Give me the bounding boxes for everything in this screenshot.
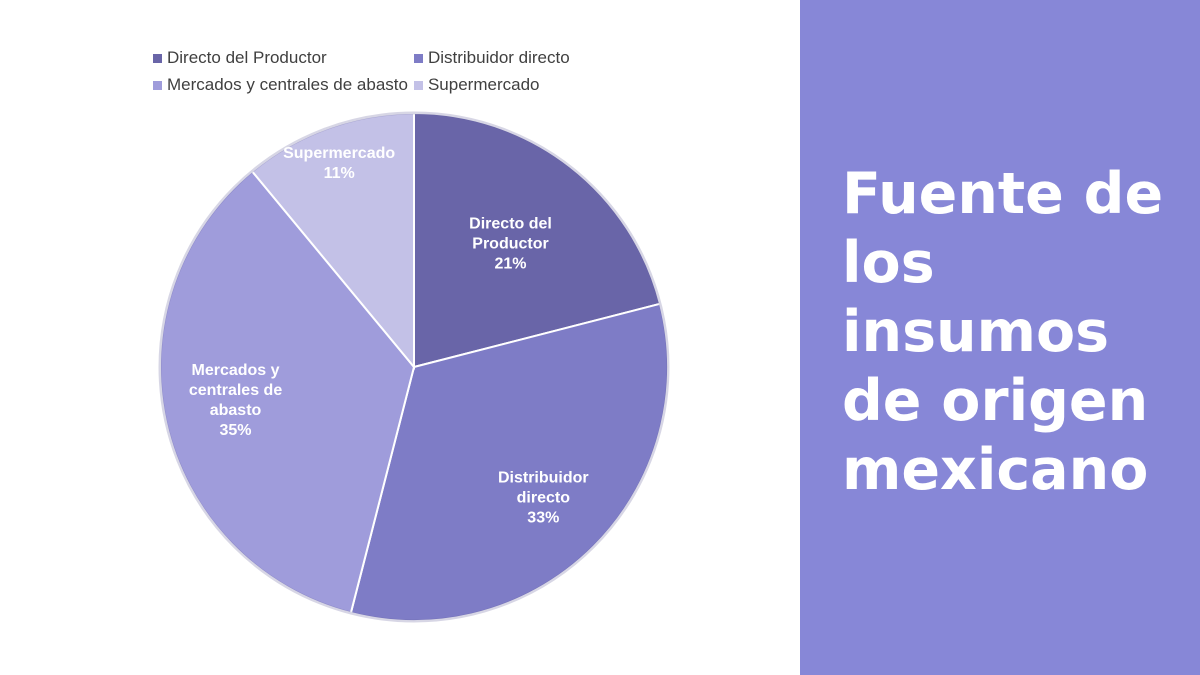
data-label-line: Mercados y <box>192 362 280 379</box>
legend-item-mercados: Mercados y centrales de abasto <box>153 75 408 95</box>
pie-chart: Directo del Productor 21% Distribuidor direc… <box>158 111 670 623</box>
legend-item-directo-del-productor: Directo del Productor <box>153 48 408 68</box>
data-label-line: centrales de <box>189 382 282 399</box>
legend-swatch <box>153 53 162 63</box>
legend-swatch <box>413 53 423 63</box>
pie-slice-2 <box>159 169 416 615</box>
slide-title: Fuente de los insumos de origen mexicano <box>842 161 1164 503</box>
pie-outline <box>158 111 670 623</box>
legend-swatch <box>153 80 162 90</box>
data-label-percent: 35% <box>220 422 252 439</box>
title-panel: Fuente de los insumos de origen mexicano <box>800 0 1200 675</box>
legend-item-supermercado: Supermercado <box>413 75 570 95</box>
data-label-line: abasto <box>210 402 262 419</box>
data-label-1: Distribuidor directo 33% <box>498 469 589 526</box>
data-label-percent: 21% <box>495 256 527 273</box>
data-label-line: Productor <box>472 236 548 253</box>
data-label-percent: 33% <box>527 509 559 526</box>
data-label-line: directo <box>517 489 571 506</box>
pie-slice-3 <box>250 111 415 370</box>
data-label-line: Distribuidor <box>498 469 589 486</box>
legend-label: Mercados y centrales de abasto <box>167 75 408 94</box>
pie-chart-area: Directo del Productor Distribuidor direc… <box>153 48 670 623</box>
legend-label: Distribuidor directo <box>427 48 570 67</box>
data-label-line: Supermercado <box>283 145 395 162</box>
pie-slice-1 <box>349 302 669 622</box>
chart-legend: Directo del Productor Distribuidor direc… <box>153 48 603 95</box>
data-label-percent: 11% <box>324 165 355 182</box>
legend-label: Supermercado <box>427 75 540 94</box>
pie-slice-0 <box>413 111 662 369</box>
data-label-line: Directo del <box>469 216 552 233</box>
data-label-3: Supermercado 11% <box>283 145 395 182</box>
data-label-0: Directo del Productor 21% <box>469 216 552 273</box>
legend-swatch <box>413 80 423 90</box>
legend-label: Directo del Productor <box>167 48 327 67</box>
data-label-2: Mercados y centrales de abasto 35% <box>189 362 282 439</box>
legend-item-distribuidor-directo: Distribuidor directo <box>413 48 570 68</box>
